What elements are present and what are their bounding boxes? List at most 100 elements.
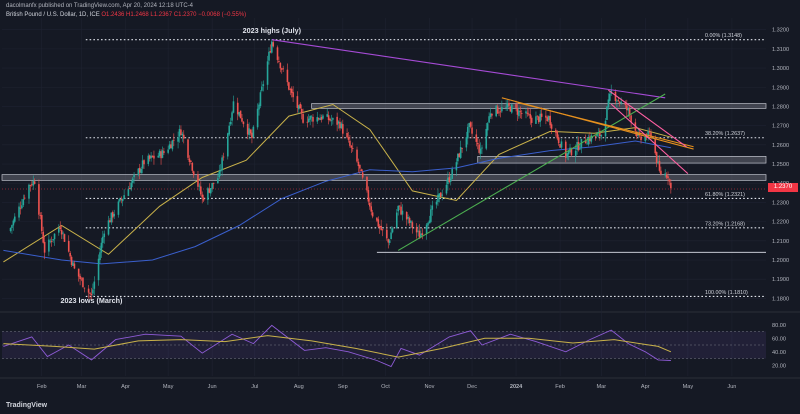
candle-body: [509, 106, 512, 112]
fibonacci-label: 73.20% (1.2168): [705, 221, 745, 227]
candle-body: [356, 149, 358, 162]
candle-body: [556, 131, 559, 139]
time-tick-label: 2024: [510, 384, 523, 390]
candle-body: [599, 130, 601, 137]
price-axis[interactable]: 1.3200 1.3100 1.3000 1.2900 1.2800 1.2700 1.26…: [772, 28, 789, 303]
candle-body: [468, 122, 471, 128]
candle-body: [465, 137, 468, 148]
candle-body: [336, 116, 338, 125]
candle-body: [655, 152, 658, 164]
candle-body: [499, 111, 502, 113]
candle-body: [550, 124, 553, 129]
candle-body: [346, 133, 348, 138]
candle-body: [540, 113, 543, 117]
candle-body: [647, 131, 649, 137]
candle-body: [21, 205, 23, 209]
candle-body: [330, 120, 333, 122]
candle-body: [109, 220, 111, 223]
candle-body: [211, 182, 213, 189]
candle-body: [158, 150, 161, 157]
candlesticks: [2, 38, 766, 301]
candle-body: [222, 156, 225, 158]
candle-body: [351, 148, 354, 149]
candle-body: [370, 206, 373, 212]
time-axis[interactable]: Feb Mar Apr May Jun Jul Aug Sep Oct Nov Dec 2024 Feb…: [37, 384, 736, 390]
candle-body: [435, 201, 438, 205]
candle-body: [92, 289, 94, 294]
trendline-purple: [271, 39, 666, 99]
candle-body: [320, 116, 323, 120]
candle-body: [163, 151, 165, 153]
candle-body: [269, 50, 272, 53]
resistance-zone: [477, 156, 767, 164]
candle-body: [70, 256, 73, 265]
candle-body: [525, 111, 527, 114]
candle-body: [448, 177, 451, 182]
candle-body: [69, 252, 71, 257]
tradingview-logo[interactable]: TradingView: [6, 402, 48, 409]
candle-body: [376, 217, 378, 221]
candle-body: [241, 118, 243, 122]
candle-body: [557, 137, 560, 144]
candle-body: [594, 136, 597, 137]
candle-body: [535, 116, 537, 124]
candle-body: [658, 161, 661, 171]
candle-body: [177, 137, 179, 142]
time-tick-label: Nov: [424, 384, 434, 390]
time-tick-label: Jun: [727, 384, 736, 390]
symbol-legend[interactable]: British Pound / U.S. Dollar, 1D, ICE O1.…: [6, 12, 246, 18]
candle-body: [309, 116, 311, 120]
time-tick-label: Jun: [208, 384, 217, 390]
candle-body: [620, 101, 622, 104]
fibonacci-label: 38.20% (1.2637): [705, 131, 745, 137]
candle-body: [418, 230, 421, 239]
candle-body: [73, 263, 76, 269]
fibonacci-label: 0.00% (1.3148): [705, 33, 742, 39]
candle-body: [147, 155, 150, 164]
price-tick-label: 1.2200: [772, 220, 789, 226]
candle-body: [79, 275, 81, 280]
candle-body: [361, 172, 364, 178]
candle-body: [278, 61, 280, 62]
candle-body: [157, 155, 160, 158]
candle-body: [417, 230, 419, 232]
time-tick-label: Feb: [37, 384, 47, 390]
candle-body: [141, 160, 144, 169]
candle-body: [258, 104, 260, 110]
candle-body: [665, 174, 668, 178]
candle-body: [261, 86, 263, 91]
candle-body: [307, 118, 310, 123]
candle-body: [282, 68, 284, 70]
candle-body: [127, 188, 130, 196]
candle-body: [476, 143, 479, 145]
trendline-pink-2: [610, 103, 689, 175]
chart-annotation: 2023 lows (March): [61, 296, 124, 305]
candle-body: [501, 107, 503, 112]
candle-body: [342, 124, 344, 134]
candle-body: [606, 106, 608, 120]
candle-body: [577, 142, 580, 151]
candle-body: [329, 118, 331, 121]
oscillator-axis[interactable]: 80.00 60.00 40.00 20.00: [772, 323, 786, 370]
time-tick-label: Jul: [251, 384, 258, 390]
oscillator-tick-label: 80.00: [772, 323, 786, 329]
candle-body: [387, 239, 390, 243]
candle-body: [97, 258, 100, 281]
candle-body: [9, 228, 12, 232]
candle-body: [388, 240, 391, 243]
candle-body: [360, 169, 363, 172]
candle-body: [537, 116, 540, 123]
candle-body: [217, 178, 219, 184]
candle-body: [586, 143, 588, 145]
candle-body: [627, 108, 630, 111]
candle-body: [53, 233, 56, 240]
candle-body: [280, 68, 283, 70]
candle-body: [400, 206, 402, 215]
candle-body: [28, 184, 30, 199]
ohlc-values: O1.2436 H1.2468 L1.2367 C1.2370 −0.0068 …: [101, 12, 247, 18]
candle-body: [171, 140, 174, 150]
candle-body: [113, 213, 115, 217]
candle-body: [38, 184, 40, 215]
candle-body: [218, 171, 221, 178]
